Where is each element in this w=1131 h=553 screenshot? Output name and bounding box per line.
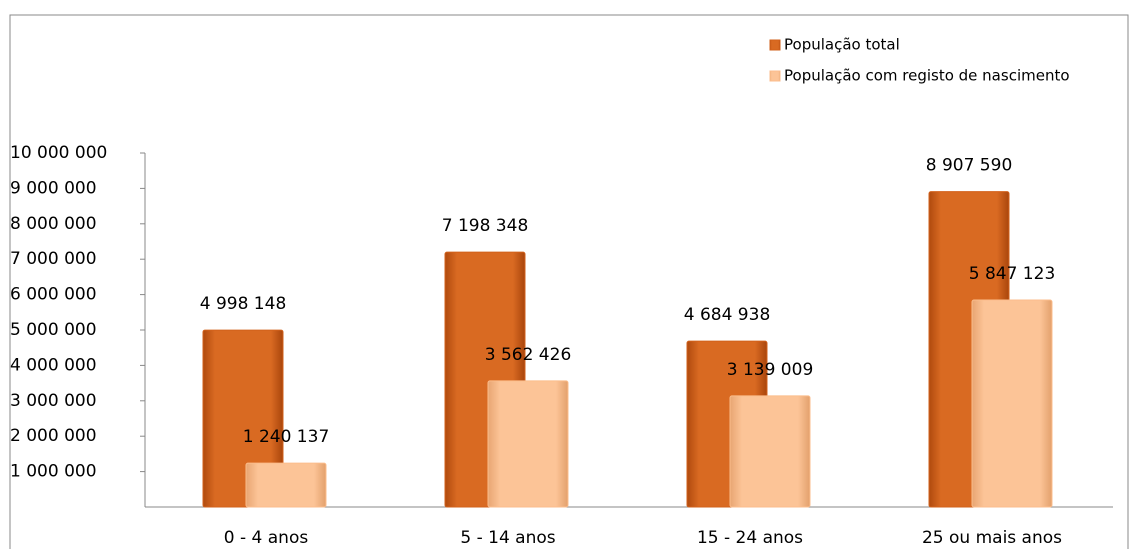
value-label: 1 240 137 — [243, 427, 330, 447]
value-label: 3 562 426 — [485, 345, 572, 365]
y-tick-label: 2 000 000 — [10, 426, 97, 446]
value-label: 4 684 938 — [684, 305, 771, 325]
y-tick-label: 6 000 000 — [10, 285, 97, 305]
x-tick-label: 25 ou mais anos — [922, 528, 1062, 548]
y-tick-label: 1 000 000 — [10, 462, 97, 482]
y-tick-label: 5 000 000 — [10, 320, 97, 340]
value-label: 7 198 348 — [442, 216, 529, 236]
bar — [487, 380, 569, 508]
value-label: 4 998 148 — [200, 294, 287, 314]
y-tick-label: 4 000 000 — [10, 355, 97, 375]
y-tick-label: 7 000 000 — [10, 249, 97, 269]
y-tick-label: 3 000 000 — [10, 391, 97, 411]
bar — [245, 462, 327, 508]
legend-swatch — [769, 70, 781, 82]
x-tick-label: 0 - 4 anos — [224, 528, 309, 548]
value-label: 8 907 590 — [926, 156, 1013, 176]
x-tick-label: 15 - 24 anos — [697, 528, 803, 548]
value-label: 5 847 123 — [969, 264, 1056, 284]
bar — [729, 395, 811, 508]
y-tick-label: 8 000 000 — [10, 214, 97, 234]
x-tick-label: 5 - 14 anos — [460, 528, 555, 548]
bar — [971, 299, 1053, 508]
y-tick-label: 9 000 000 — [10, 178, 97, 198]
y-tick-label: 10 000 000 — [10, 143, 107, 163]
value-label: 3 139 009 — [727, 360, 814, 380]
legend-label: População com registo de nascimento — [784, 67, 1070, 85]
legend-label: População total — [784, 36, 900, 54]
legend-swatch — [769, 39, 781, 51]
frame — [9, 14, 1129, 553]
